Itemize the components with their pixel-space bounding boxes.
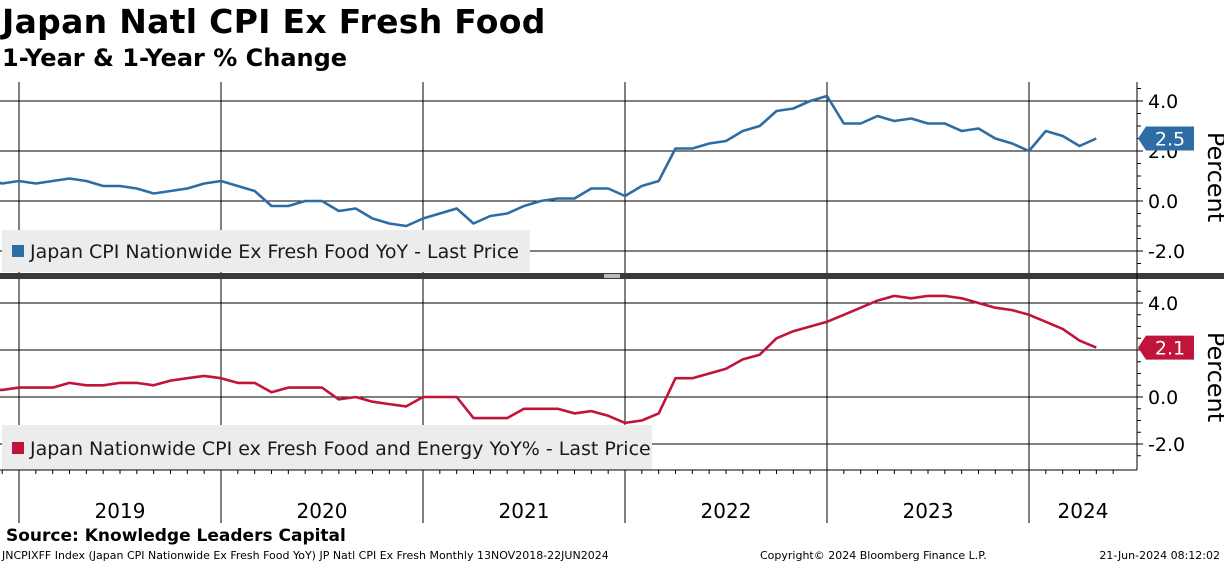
y-axis-title-top: Percent [1202,132,1224,222]
x-tick-label-year: 2019 [95,499,146,523]
y-tick-label: 4.0 [1148,91,1178,113]
legend-label-cpi-ex-fresh-food: Japan CPI Nationwide Ex Fresh Food YoY -… [29,241,519,263]
legend-background [2,425,652,470]
panel-separator-handle[interactable] [604,274,620,278]
x-tick-label-year: 2020 [297,499,348,523]
y-tick-label: 0.0 [1148,191,1178,213]
last-value-tag-background [1138,335,1194,360]
last-value-tag-label: 2.5 [1155,129,1185,151]
y-axis-title-bottom: Percent [1202,332,1224,422]
series-line-cpi-ex-fresh-food [0,94,1097,228]
chart-subtitle: 1-Year & 1-Year % Change [2,44,348,72]
y-tick-label: 0.0 [1148,387,1178,409]
top-legend: Japan CPI Nationwide Ex Fresh Food YoY -… [2,230,530,272]
footer-copyright: Copyright© 2024 Bloomberg Finance L.P. [760,549,987,562]
legend-swatch-cpi-ex-fresh-food-energy [12,442,24,454]
series-line-cpi-ex-fresh-food-energy [0,294,1097,425]
last-value-tag-background [1138,126,1194,151]
last-value-tag-label: 2.1 [1155,338,1185,360]
y-tick-label: -2.0 [1148,434,1185,456]
x-tick-label-year: 2022 [701,499,752,523]
last-value-tag: 2.1 [1138,335,1194,360]
legend-background [2,230,530,272]
last-value-tag: 2.5 [1138,126,1194,151]
footer-ticker-info: JNCPIXFF Index (Japan CPI Nationwide Ex … [2,549,609,562]
x-tick-label-year: 2021 [499,499,550,523]
y-tick-label: 4.0 [1148,293,1178,315]
legend-swatch-cpi-ex-fresh-food [12,245,24,257]
x-tick-label-year: 2024 [1058,499,1109,523]
legend-label-cpi-ex-fresh-food-energy: Japan Nationwide CPI ex Fresh Food and E… [29,438,651,460]
source-note: Source: Knowledge Leaders Capital [6,526,346,546]
bottom-legend: Japan Nationwide CPI ex Fresh Food and E… [2,425,652,470]
x-tick-label-year: 2023 [903,499,954,523]
y-tick-label: -2.0 [1148,241,1185,263]
footer-timestamp: 21-Jun-2024 08:12:02 [1099,549,1220,562]
chart-title: Japan Natl CPI Ex Fresh Food [2,2,546,41]
